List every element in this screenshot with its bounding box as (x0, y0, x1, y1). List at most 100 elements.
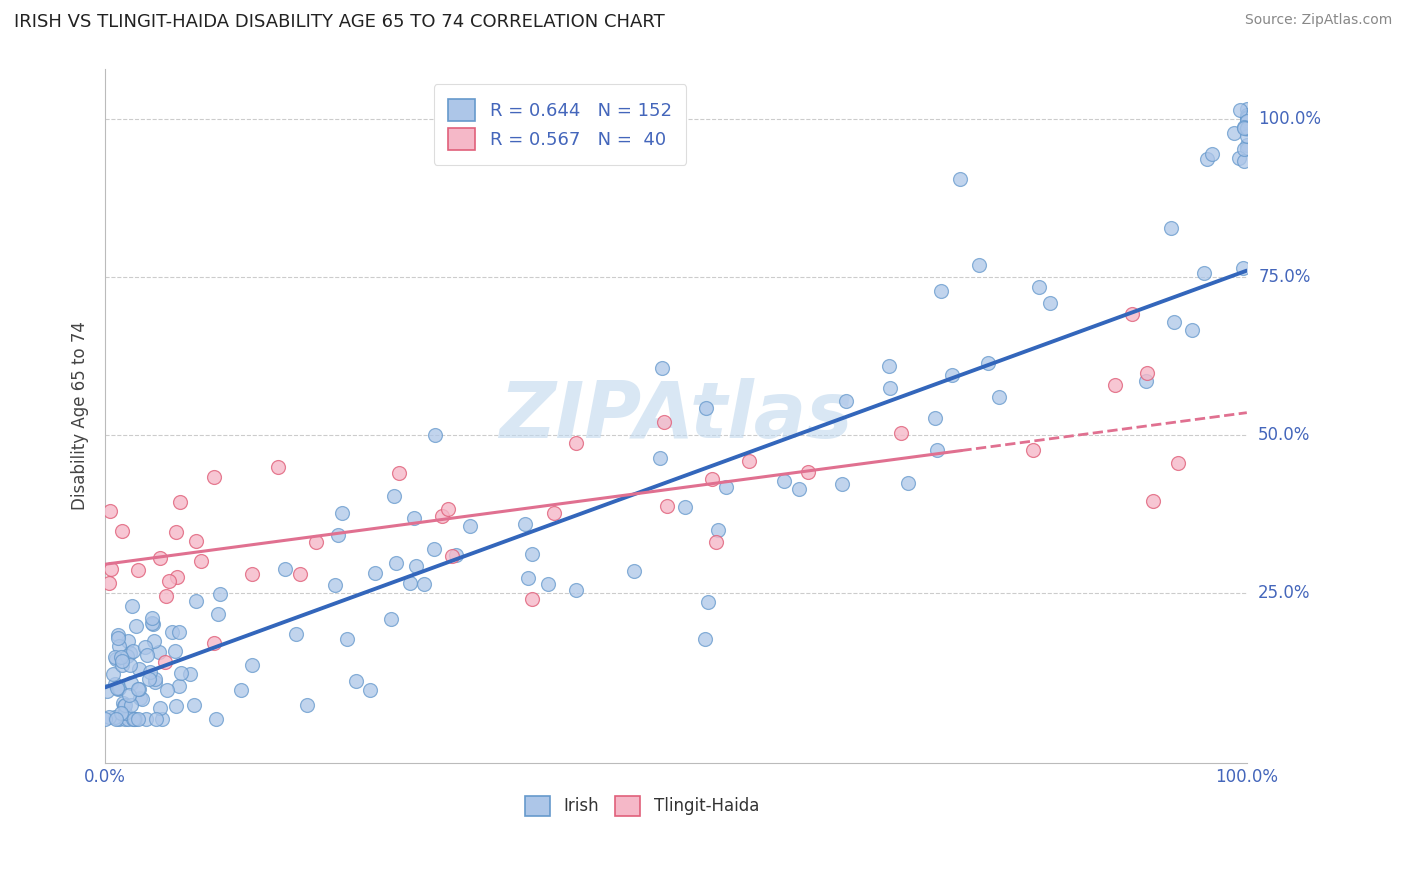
Point (202, 470, 225, 484)
Point (124, 712, 146, 726)
Point (436, 502, 458, 516)
Point (148, 645, 170, 659)
Point (160, 624, 183, 639)
Point (1236, 122, 1258, 136)
Point (179, 666, 201, 681)
Point (108, 681, 131, 695)
Point (108, 639, 131, 653)
Point (513, 516, 536, 531)
Point (1222, 126, 1244, 140)
Point (98, 576, 121, 591)
Point (977, 356, 1000, 370)
Point (399, 576, 422, 591)
Point (787, 482, 810, 496)
Point (284, 627, 307, 641)
Point (114, 712, 136, 726)
Point (430, 509, 453, 524)
Point (165, 699, 187, 714)
Point (122, 644, 145, 658)
Point (111, 658, 134, 673)
Point (537, 577, 560, 591)
Point (121, 712, 143, 726)
Point (924, 410, 946, 425)
Point (385, 556, 408, 570)
Point (127, 712, 149, 726)
Point (988, 390, 1011, 404)
Point (121, 599, 143, 614)
Point (700, 472, 723, 486)
Point (118, 688, 141, 702)
Point (107, 712, 129, 726)
Point (111, 696, 134, 710)
Point (98, 503, 121, 517)
Point (167, 679, 190, 693)
Point (359, 682, 381, 697)
Point (1233, 120, 1256, 134)
Point (673, 500, 696, 515)
Point (117, 712, 139, 726)
Point (127, 681, 149, 696)
Point (458, 518, 481, 533)
Point (105, 712, 128, 726)
Point (267, 460, 290, 475)
Point (169, 495, 191, 509)
Point (183, 698, 205, 712)
Point (1039, 296, 1062, 310)
Point (229, 683, 252, 698)
Point (163, 644, 186, 658)
Point (104, 709, 127, 723)
Point (141, 611, 163, 625)
Point (184, 533, 207, 548)
Point (648, 450, 671, 465)
Point (186, 593, 208, 607)
Point (1227, 151, 1250, 165)
Point (120, 698, 142, 712)
Point (707, 524, 730, 538)
Text: 100.0%: 100.0% (1258, 110, 1322, 128)
Point (150, 712, 173, 726)
Point (107, 681, 129, 696)
Point (135, 712, 157, 726)
Point (1181, 323, 1204, 337)
Point (1233, 142, 1256, 156)
Point (143, 672, 166, 686)
Point (344, 673, 367, 688)
Point (693, 632, 716, 646)
Point (897, 475, 920, 490)
Point (879, 381, 901, 395)
Point (1195, 152, 1218, 166)
Point (1022, 443, 1045, 458)
Point (738, 454, 761, 468)
Point (288, 567, 311, 582)
Point (128, 662, 150, 676)
Point (949, 172, 972, 186)
Point (110, 706, 132, 720)
Point (929, 284, 952, 298)
Point (107, 632, 129, 646)
Point (105, 681, 128, 695)
Point (207, 607, 229, 622)
Text: IRISH VS TLINGIT-HAIDA DISABILITY AGE 65 TO 74 CORRELATION CHART: IRISH VS TLINGIT-HAIDA DISABILITY AGE 65… (14, 13, 665, 31)
Point (364, 566, 387, 581)
Point (330, 506, 353, 520)
Point (190, 553, 212, 567)
Point (145, 675, 167, 690)
Point (240, 567, 263, 582)
Point (274, 562, 297, 576)
Legend: Irish, Tlingit-Haida: Irish, Tlingit-Haida (516, 788, 768, 824)
Point (122, 712, 145, 726)
Point (716, 480, 738, 494)
Point (167, 625, 190, 640)
Point (240, 657, 263, 672)
Point (1236, 129, 1258, 144)
Point (522, 591, 544, 606)
Point (422, 541, 444, 556)
Text: Source: ZipAtlas.com: Source: ZipAtlas.com (1244, 13, 1392, 28)
Point (384, 489, 406, 503)
Point (114, 698, 136, 713)
Point (1236, 120, 1258, 135)
Point (652, 415, 675, 429)
Point (96, 684, 118, 698)
Point (1104, 378, 1126, 392)
Point (1236, 137, 1258, 152)
